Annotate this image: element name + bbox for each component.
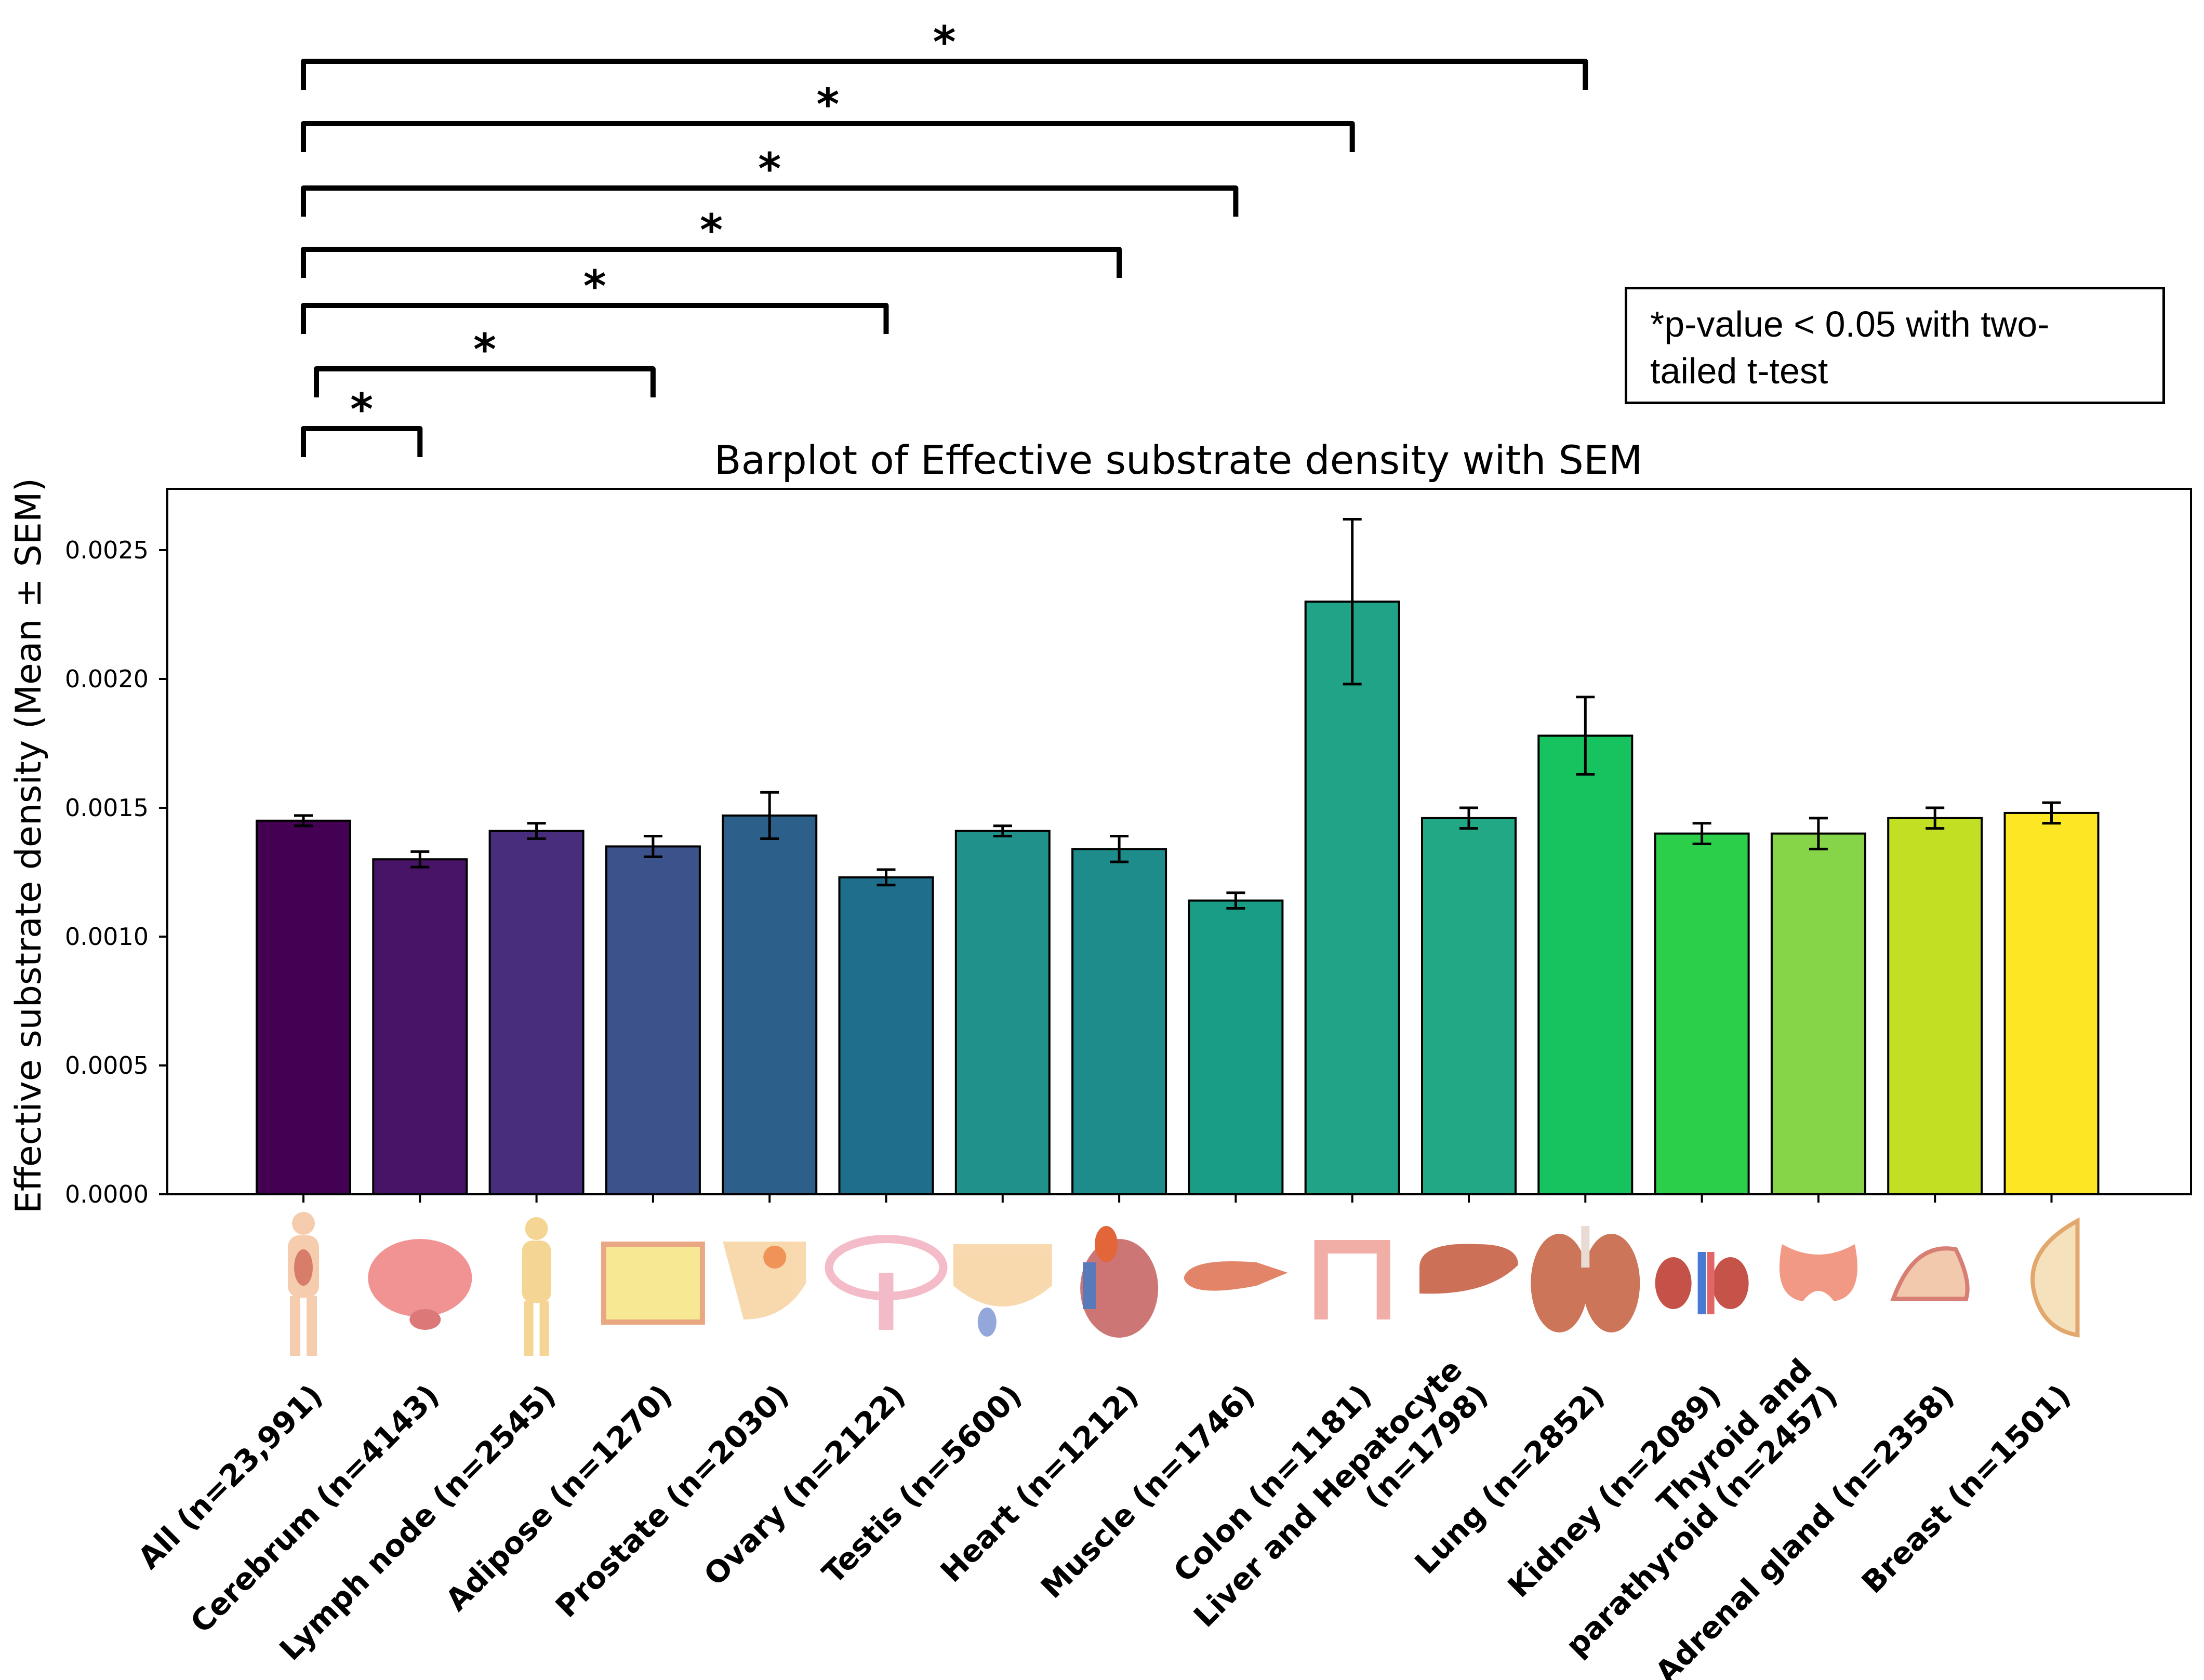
bracket-line (301, 247, 1122, 278)
adrenal-gland-icon (1890, 1246, 1970, 1301)
x-axis-labels: All (n=23,991)Cerebrum (n=4143)Lymph nod… (131, 1352, 2077, 1680)
significance-bracket: * (301, 384, 423, 457)
y-tick-label: 0.0015 (65, 794, 149, 822)
prostate-icon (723, 1242, 806, 1319)
bracket-line (301, 426, 423, 457)
significance-star: * (583, 261, 606, 312)
bracket-line (314, 366, 656, 397)
error-bar (1226, 891, 1245, 910)
breast-icon (2030, 1217, 2080, 1338)
bar (488, 830, 585, 1195)
body-icon (288, 1212, 319, 1356)
x-tick-label: Lung (n=2852) (1408, 1378, 1611, 1581)
significance-bracket: * (301, 79, 1355, 152)
error-bar (527, 822, 546, 841)
bar (1770, 832, 1866, 1195)
kidney-icon (1655, 1252, 1749, 1314)
bar (838, 876, 934, 1196)
error-bar (1343, 517, 1362, 686)
ovary-icon (825, 1235, 948, 1330)
bracket-line (301, 59, 1588, 90)
legend-line-1: *p-value < 0.05 with two- (1650, 304, 2050, 344)
testis-icon (953, 1244, 1052, 1337)
significance-star: * (933, 17, 956, 68)
significance-brackets: * * * * * * * (301, 17, 1588, 457)
lymph-node-icon (522, 1217, 551, 1356)
brain-icon (368, 1239, 472, 1330)
legend-line-2: tailed t-test (1650, 351, 1828, 391)
error-bar (1576, 696, 1595, 776)
bar (1654, 832, 1750, 1195)
y-tick-label: 0.0000 (65, 1180, 149, 1208)
error-bar (2042, 801, 2061, 825)
x-tick-label: Adipose (n=1270) (439, 1378, 679, 1618)
bracket-line (301, 185, 1239, 217)
thyroid-icon (1779, 1244, 1857, 1301)
chart-title: Barplot of Effective substrate density w… (714, 437, 1643, 483)
muscle-icon (1184, 1261, 1288, 1291)
significance-legend: *p-value < 0.05 with two- tailed t-test (1625, 287, 2165, 404)
plot-frame (166, 488, 2192, 1195)
bar (1421, 817, 1517, 1195)
bracket-line (301, 303, 889, 334)
bar-series (256, 601, 2100, 1196)
significance-star: * (816, 79, 839, 130)
lung-icon (1531, 1226, 1640, 1332)
x-tick-label: Heart (n=1212) (934, 1378, 1145, 1589)
bar (1537, 735, 1634, 1195)
colon-icon (1314, 1240, 1390, 1319)
error-bar (1110, 835, 1129, 863)
bar (1188, 899, 1284, 1196)
significance-bracket: * (301, 143, 1239, 217)
y-tick-label: 0.0025 (65, 536, 149, 564)
error-bar (1926, 806, 1945, 830)
y-tick-label: 0.0010 (65, 923, 149, 951)
bar (372, 858, 468, 1195)
x-tick-label: Prostate (n=2030) (549, 1378, 795, 1624)
bar (722, 814, 818, 1195)
error-bar (294, 814, 313, 828)
adipose-icon (601, 1242, 705, 1325)
organ-icons (288, 1212, 2080, 1356)
bar (1304, 601, 1400, 1195)
significance-star: * (758, 143, 781, 194)
y-axis-label: Effective substrate density (Mean ± SEM) (8, 478, 49, 1214)
bracket-line (301, 121, 1355, 152)
y-axis: 0.0000 0.0005 0.0010 0.0015 0.0020 0.0025 (65, 536, 167, 1208)
x-tick-label: Breast (n=1501) (1855, 1378, 2078, 1601)
heart-icon (1080, 1226, 1159, 1338)
error-bar (1459, 806, 1478, 830)
significance-star: * (700, 205, 723, 256)
error-bar (993, 824, 1012, 838)
error-bar (877, 868, 896, 887)
bar (1071, 848, 1167, 1195)
significance-bracket: * (301, 205, 1122, 278)
bar (256, 819, 351, 1196)
bar (1887, 817, 1983, 1195)
y-tick-label: 0.0005 (65, 1051, 149, 1079)
error-bar (760, 791, 779, 841)
error-bar (1809, 817, 1828, 850)
x-axis-ticks (302, 1194, 2053, 1203)
significance-bracket: * (314, 324, 656, 397)
liver-icon (1419, 1244, 1518, 1294)
significance-bracket: * (301, 17, 1588, 90)
error-bar (1692, 822, 1711, 845)
error-bar (410, 850, 430, 869)
error-bar (643, 835, 662, 858)
x-tick-label: Testis (n=5600) (815, 1378, 1028, 1591)
error-bars (294, 517, 2061, 910)
bar (2003, 811, 2100, 1196)
x-tick-label: Ovary (n=2122) (697, 1378, 912, 1593)
significance-bracket: * (301, 261, 889, 334)
y-tick-label: 0.0020 (65, 665, 149, 693)
significance-star: * (473, 324, 496, 375)
bar (954, 830, 1051, 1195)
significance-star: * (350, 384, 373, 435)
bar (605, 845, 701, 1195)
